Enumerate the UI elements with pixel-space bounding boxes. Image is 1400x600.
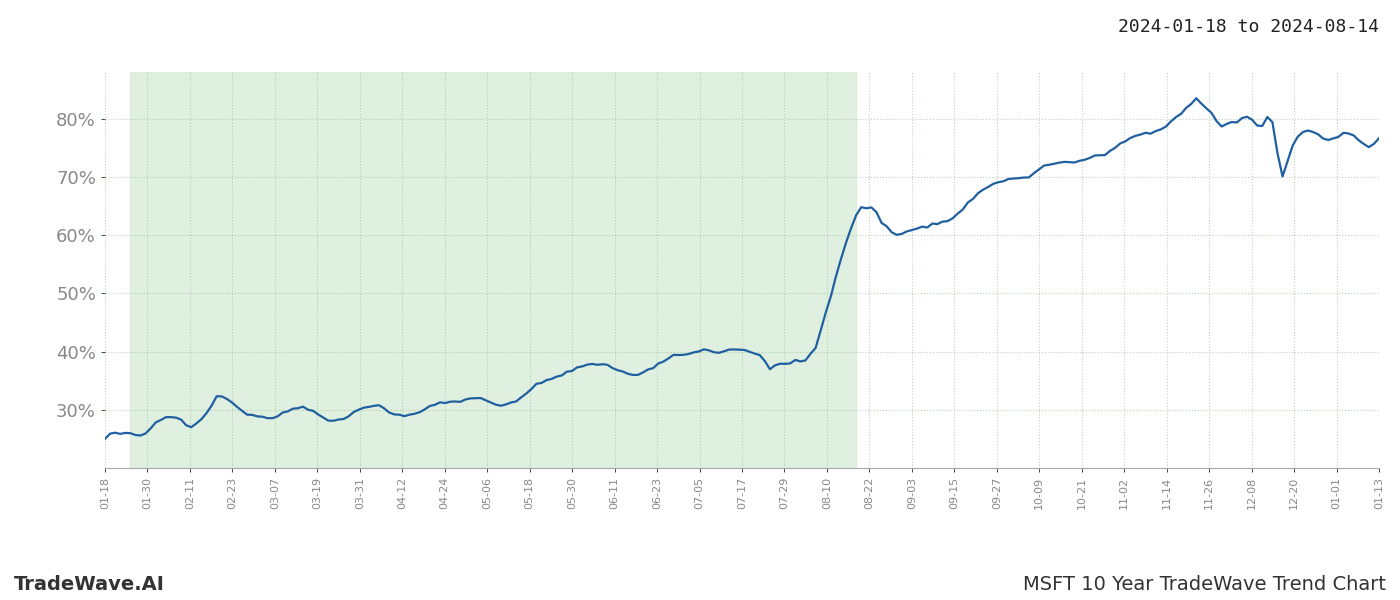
Text: 2024-01-18 to 2024-08-14: 2024-01-18 to 2024-08-14 [1119,18,1379,36]
Text: TradeWave.AI: TradeWave.AI [14,575,165,594]
Text: MSFT 10 Year TradeWave Trend Chart: MSFT 10 Year TradeWave Trend Chart [1023,575,1386,594]
Bar [130,72,857,468]
